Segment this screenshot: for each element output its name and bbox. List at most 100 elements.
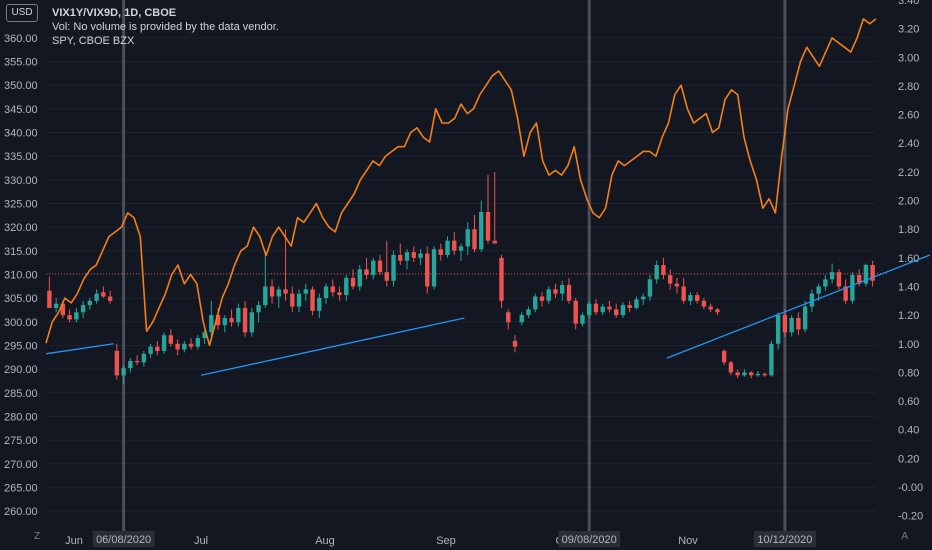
candlestick-series bbox=[47, 171, 875, 384]
left-axis-tick: 285.00 bbox=[4, 388, 38, 400]
candle bbox=[836, 272, 842, 287]
candle bbox=[769, 343, 774, 376]
right-axis-tick: 0.80 bbox=[898, 367, 919, 379]
left-axis-tick: 305.00 bbox=[4, 293, 38, 305]
candle bbox=[101, 292, 106, 297]
left-axis-tick: 275.00 bbox=[4, 435, 38, 447]
month-label: Aug bbox=[315, 535, 335, 547]
candle bbox=[263, 286, 268, 306]
time-axis[interactable]: JunJulAugSepOctNovDec06/08/202009/08/202… bbox=[65, 531, 932, 547]
left-axis-tick: 340.00 bbox=[4, 128, 38, 140]
right-axis-tick: 3.00 bbox=[898, 52, 919, 64]
right-axis-tick: 1.20 bbox=[898, 310, 919, 322]
candle bbox=[634, 299, 639, 308]
candle bbox=[431, 249, 437, 287]
candle bbox=[762, 373, 767, 376]
right-axis-tick: 3.20 bbox=[898, 24, 919, 36]
left-axis-tick: 345.00 bbox=[4, 104, 38, 116]
candle bbox=[533, 296, 538, 310]
candle bbox=[796, 318, 801, 330]
candle bbox=[60, 303, 66, 316]
right-axis-tick: 2.40 bbox=[898, 138, 919, 150]
candle bbox=[458, 246, 464, 251]
left-axis-tick: 300.00 bbox=[4, 317, 38, 329]
legend-volume-note: Vol: No volume is provided by the data v… bbox=[52, 21, 279, 33]
marked-date-bg bbox=[753, 531, 816, 547]
left-axis-tick: 355.00 bbox=[4, 57, 38, 69]
candle bbox=[688, 295, 693, 301]
left-axis-tick: 260.00 bbox=[4, 506, 38, 518]
candle bbox=[843, 286, 848, 301]
candle bbox=[748, 372, 754, 376]
candle bbox=[553, 289, 558, 294]
left-axis-tick: 335.00 bbox=[4, 151, 38, 163]
left-axis-tick: 320.00 bbox=[4, 222, 38, 234]
candle bbox=[573, 300, 578, 324]
candle bbox=[148, 346, 153, 354]
candle bbox=[789, 318, 794, 333]
candle bbox=[202, 332, 207, 339]
candle bbox=[641, 296, 646, 300]
date-marker-line bbox=[122, 0, 126, 532]
candle bbox=[74, 312, 79, 320]
candle bbox=[290, 293, 295, 307]
candle bbox=[418, 253, 423, 258]
candle bbox=[384, 272, 389, 281]
candle bbox=[802, 306, 808, 330]
candle bbox=[350, 277, 356, 287]
candle bbox=[782, 315, 788, 333]
right-price-axis[interactable]: -0.20 -0.00 0.20 0.40 0.60 0.80 1.00 1.20 1.40 1.… bbox=[898, 0, 923, 523]
candle bbox=[627, 305, 632, 308]
left-axis-tick: 360.00 bbox=[4, 33, 38, 45]
marked-date-label: 06/08/2020 bbox=[92, 531, 155, 547]
right-axis-tick: 2.80 bbox=[898, 81, 919, 93]
candle bbox=[276, 289, 281, 297]
right-axis-tick: 2.00 bbox=[898, 196, 919, 208]
trendline bbox=[666, 254, 931, 359]
candle bbox=[323, 286, 329, 298]
auto-scale-button[interactable]: A bbox=[901, 531, 908, 542]
candle bbox=[128, 360, 133, 369]
candle bbox=[512, 340, 518, 347]
candle bbox=[472, 229, 477, 250]
candle bbox=[377, 260, 383, 273]
left-axis-tick: 280.00 bbox=[4, 411, 38, 423]
candle bbox=[337, 292, 342, 296]
candle bbox=[80, 305, 86, 313]
candle bbox=[452, 240, 457, 251]
trendline bbox=[45, 343, 114, 355]
right-axis-tick: 2.60 bbox=[898, 110, 919, 122]
legend-compare-symbol[interactable]: SPY, CBOE BZX bbox=[52, 35, 135, 47]
candle bbox=[829, 272, 835, 280]
candle bbox=[546, 289, 551, 301]
left-axis-tick: 295.00 bbox=[4, 340, 38, 352]
marked-date-text: 06/08/2020 bbox=[96, 534, 151, 546]
candle bbox=[728, 362, 734, 373]
candle bbox=[94, 293, 99, 301]
candle bbox=[701, 300, 707, 307]
currency-badge[interactable]: USD bbox=[6, 4, 38, 22]
marked-date-text: 09/08/2020 bbox=[562, 534, 617, 546]
timezone-button[interactable]: Z bbox=[34, 531, 41, 542]
candle bbox=[694, 295, 700, 301]
candle bbox=[256, 305, 261, 313]
marked-date-text: 10/12/2020 bbox=[757, 534, 812, 546]
candle bbox=[53, 303, 59, 308]
left-axis-tick: 290.00 bbox=[4, 364, 38, 376]
candle bbox=[667, 275, 673, 284]
candle bbox=[681, 286, 686, 301]
candle bbox=[580, 315, 585, 324]
right-axis-tick: 1.80 bbox=[898, 224, 919, 236]
left-axis-tick: 350.00 bbox=[4, 80, 38, 92]
candle bbox=[107, 296, 113, 301]
month-label: Sep bbox=[436, 535, 456, 547]
candle bbox=[188, 343, 194, 347]
legend-symbol[interactable]: VIX1Y/VIX9D, 1D, CBOE bbox=[52, 7, 177, 19]
candle bbox=[141, 353, 147, 363]
candle bbox=[593, 303, 599, 313]
marked-date-label: 10/12/2020 bbox=[753, 531, 816, 547]
left-price-axis[interactable]: 260.00 265.00 270.00 275.00 280.00 285.00 290.… bbox=[4, 33, 38, 518]
left-axis-tick: 315.00 bbox=[4, 246, 38, 258]
candle bbox=[357, 269, 362, 287]
